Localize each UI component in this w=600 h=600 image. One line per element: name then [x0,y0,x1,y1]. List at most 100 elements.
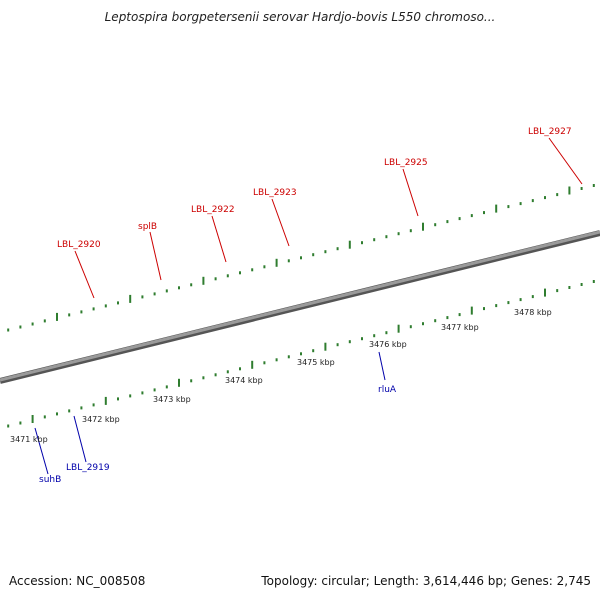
major-tick [568,186,571,195]
minor-tick [68,409,71,413]
minor-tick [446,220,449,224]
scale-labels: 3471 kbp 3472 kbp 3473 kbp 3474 kbp 3475… [10,308,552,444]
minor-tick [153,388,156,392]
minor-tick [531,295,534,299]
minor-tick [470,214,473,218]
minor-tick [580,283,583,286]
minor-tick [178,286,180,290]
scale-label-3478: 3478 kbp [514,308,552,317]
label-LBL_2923: LBL_2923 [253,188,297,198]
minor-tick [239,271,241,275]
scale-label-3475: 3475 kbp [297,358,335,367]
minor-tick [300,256,302,260]
minor-tick [19,421,22,425]
minor-tick [409,325,412,329]
minor-tick [544,196,546,200]
major-tick [470,306,473,315]
minor-tick [556,193,559,197]
minor-tick [324,250,327,254]
label-LBL_2920: LBL_2920 [57,240,101,250]
accession-text: Accession: NC_008508 [9,574,146,588]
label-LBL_2927: LBL_2927 [528,127,572,137]
minor-tick [275,358,278,362]
forward-gene-labels: LBL_2920 splB LBL_2922 LBL_2923 LBL_2925… [57,127,572,250]
minor-tick [19,325,22,329]
minor-tick [214,277,217,281]
minor-tick [153,292,156,296]
minor-tick [531,199,534,203]
minor-tick [190,283,193,287]
minor-tick [483,307,485,311]
scale-label-3472: 3472 kbp [82,415,120,424]
scale-label-3477: 3477 kbp [441,323,479,332]
minor-tick [263,361,266,365]
minor-tick [483,211,485,215]
scale-label-3474: 3474 kbp [225,376,263,385]
leader-line [402,168,419,217]
minor-tick [226,274,229,278]
minor-tick [239,367,241,371]
leader-line [149,231,162,281]
minor-tick [336,247,339,251]
forward-tick-track [7,184,595,332]
minor-tick [141,391,144,395]
minor-tick [580,187,583,190]
minor-tick [190,379,193,383]
major-tick [348,240,351,249]
map-title: Leptospira borgpetersenii serovar Hardjo… [104,10,496,24]
reverse-gene-labels: suhB LBL_2919 rluA [39,385,397,485]
minor-tick [495,304,498,308]
minor-tick [43,415,46,419]
minor-tick [434,223,437,227]
topology-text: Topology: circular; Length: 3,614,446 bp… [261,574,591,588]
minor-tick [43,319,46,323]
label-suhB: suhB [39,475,61,485]
label-LBL_2922: LBL_2922 [191,205,235,215]
minor-tick [361,241,363,245]
minor-tick [312,253,315,257]
label-splB: splB [138,222,157,232]
minor-tick [409,229,412,233]
major-tick [397,324,400,333]
label-LBL_2919: LBL_2919 [66,463,110,473]
minor-tick [397,232,400,236]
minor-tick [92,403,95,407]
minor-tick [300,352,302,356]
minor-tick [80,310,83,314]
leader-line [73,415,87,463]
minor-tick [165,385,168,389]
minor-tick [556,289,559,293]
minor-tick [592,280,595,283]
major-tick [324,342,327,351]
reverse-tick-track [7,280,595,428]
minor-tick [336,343,339,347]
minor-tick [263,265,266,269]
minor-tick [7,328,10,332]
scale-label-3471: 3471 kbp [10,435,48,444]
major-tick [104,396,107,405]
minor-tick [348,340,351,344]
leader-line [74,250,95,299]
major-tick [178,378,180,387]
minor-tick [104,304,107,308]
minor-tick [373,334,376,338]
minor-tick [226,370,229,374]
label-rluA: rluA [378,385,397,395]
minor-tick [434,319,437,323]
minor-tick [251,268,254,272]
minor-tick [373,238,376,242]
scale-label-3473: 3473 kbp [153,395,191,404]
minor-tick [117,301,119,305]
minor-tick [92,307,95,311]
minor-tick [31,322,34,326]
minor-tick [592,184,595,187]
scale-label-3476: 3476 kbp [369,340,407,349]
major-tick [495,204,498,213]
major-tick [422,222,424,231]
minor-tick [7,424,10,428]
minor-tick [202,376,205,380]
minor-tick [287,259,290,263]
minor-tick [129,394,132,398]
minor-tick [458,217,461,221]
minor-tick [214,373,217,377]
